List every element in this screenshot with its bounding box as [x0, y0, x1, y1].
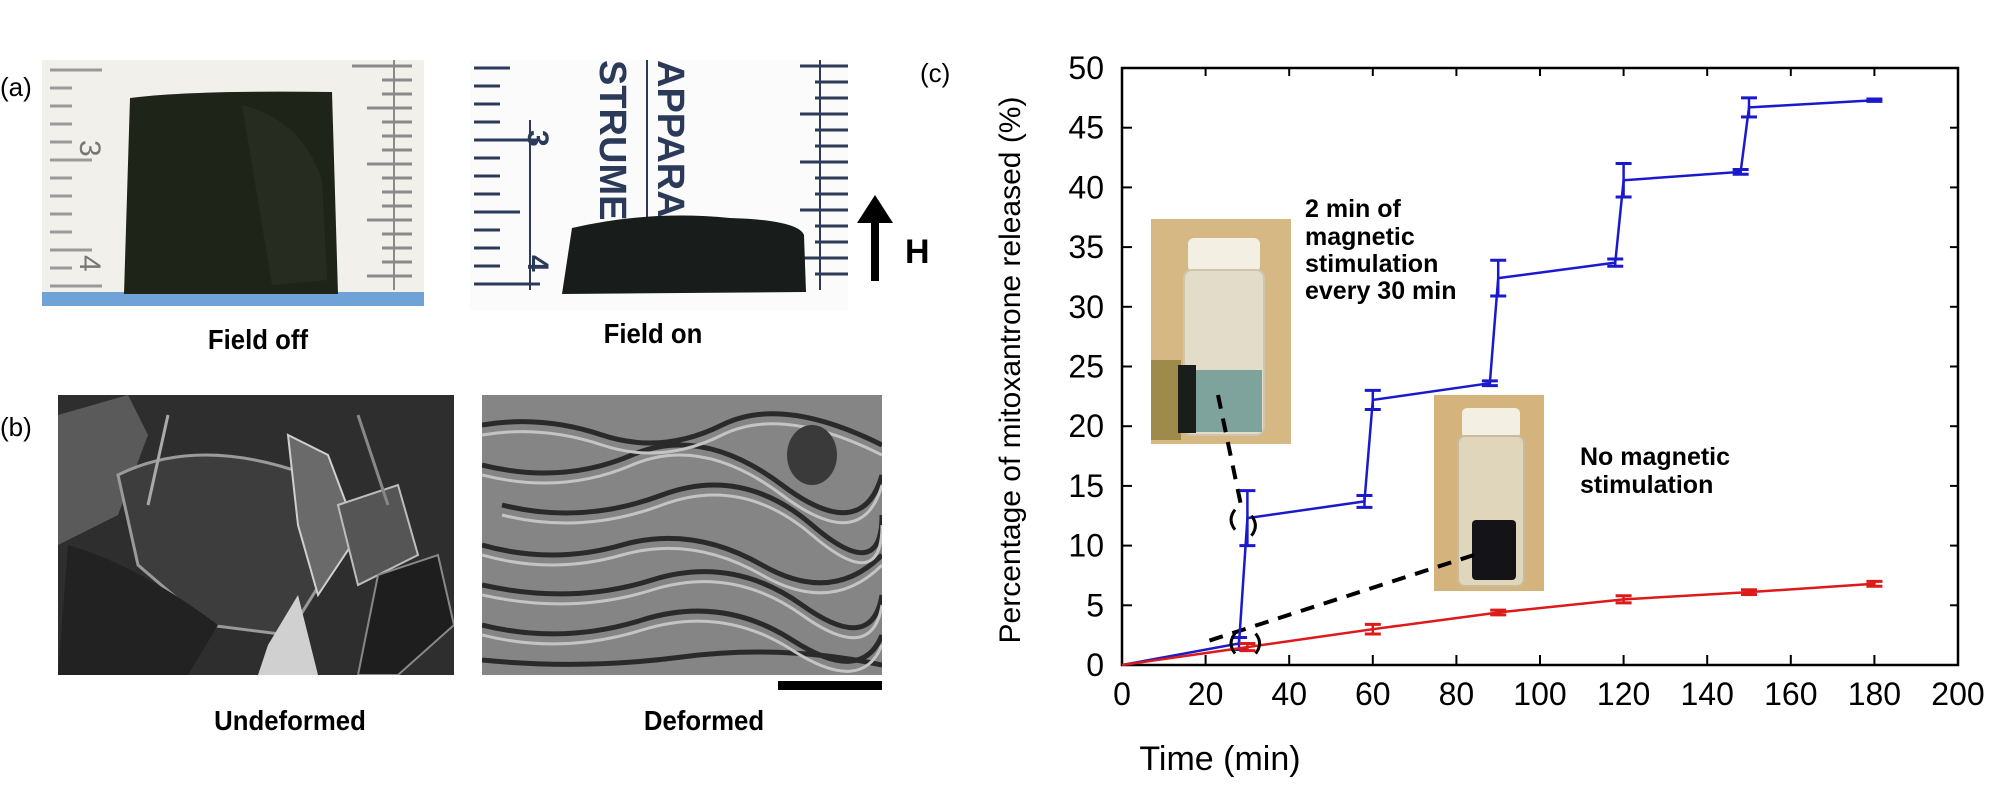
- annotation-stimulated: 2 min of magnetic stimulation every 30 m…: [1305, 195, 1457, 305]
- ruler-scaffold-field-off-graphic: 3 4: [42, 60, 424, 306]
- panel-label-a: (a): [0, 72, 32, 102]
- x-tick-label: 60: [1355, 676, 1391, 712]
- sem-deformed: [482, 395, 882, 675]
- annotation-leader-lines: [1204, 394, 1475, 644]
- sem-deformed-graphic: [482, 395, 882, 675]
- ruler-on-number-3: 3: [521, 130, 554, 147]
- x-tick-label: 0: [1113, 676, 1131, 712]
- caption-field-on: Field on: [603, 318, 703, 349]
- ruler-text-appara: APPARA: [649, 60, 691, 218]
- ruler-scaffold-field-on-graphic: 3 4 APPARA STRUME: [474, 60, 848, 294]
- x-tick-label: 140: [1681, 676, 1734, 712]
- chart-insets: [1151, 219, 1544, 591]
- y-tick-label: 35: [1068, 229, 1104, 265]
- photo-field-on: 3 4 APPARA STRUME: [470, 60, 848, 310]
- arrow-up-icon: [857, 195, 893, 223]
- svg-text:every 30 min: every 30 min: [1305, 277, 1457, 305]
- svg-text:2 min of: 2 min of: [1305, 195, 1402, 223]
- sem-undeformed: [58, 395, 454, 675]
- field-label-h: H: [905, 233, 930, 271]
- scale-bar: [778, 681, 882, 690]
- inset-photo-stimulated: [1151, 219, 1291, 444]
- y-tick-label: 50: [1068, 50, 1104, 86]
- scaffold-compressed: [562, 215, 806, 294]
- panel-label-b: (b): [0, 412, 32, 442]
- y-tick-label: 30: [1068, 289, 1104, 325]
- y-tick-label: 20: [1068, 408, 1104, 444]
- series-line-0: [1121, 98, 1875, 667]
- annotation-unstimulated: No magnetic stimulation: [1580, 443, 1730, 499]
- y-tick-label: 5: [1086, 587, 1104, 623]
- y-axis-title: Percentage of mitoxantrone released (%): [994, 97, 1027, 644]
- chart-series: [1121, 96, 1883, 667]
- y-tick-label: 45: [1068, 110, 1104, 146]
- x-axis-title: Time (min): [1139, 740, 1300, 778]
- x-tick-label: 160: [1764, 676, 1817, 712]
- caption-undeformed: Undeformed: [214, 705, 366, 736]
- svg-text:No magnetic: No magnetic: [1580, 443, 1730, 471]
- x-tick-label: 120: [1597, 676, 1650, 712]
- y-tick-label: 40: [1068, 169, 1104, 205]
- y-tick-label: 10: [1068, 528, 1104, 564]
- caption-field-off: Field off: [207, 324, 309, 355]
- x-tick-label: 20: [1188, 676, 1224, 712]
- chart-axes: 0 20 40 60 80 100 120 140 160 180 200 0 5 10 15 20 25 30 3…: [1068, 50, 1984, 712]
- x-tick-label: 100: [1513, 676, 1566, 712]
- sem-undeformed-graphic: [58, 395, 454, 675]
- ruler-number-3: 3: [73, 140, 106, 157]
- x-tick-label: 180: [1848, 676, 1901, 712]
- magnetic-field-arrow: H: [857, 195, 930, 281]
- caption-deformed: Deformed: [643, 705, 765, 736]
- x-tick-label: 80: [1439, 676, 1475, 712]
- ruler-text-strume: STRUME: [591, 60, 633, 220]
- photo-field-off: 3 4: [42, 60, 424, 306]
- ruler-on-number-4: 4: [521, 255, 554, 272]
- svg-text:stimulation: stimulation: [1305, 250, 1438, 278]
- x-tick-label: 40: [1271, 676, 1307, 712]
- y-tick-label: 0: [1086, 647, 1104, 683]
- y-tick-label: 15: [1068, 468, 1104, 504]
- ruler-number-4: 4: [73, 255, 106, 272]
- y-tick-label: 25: [1068, 349, 1104, 385]
- panel-label-c: (c): [920, 58, 951, 88]
- svg-text:magnetic: magnetic: [1305, 223, 1415, 251]
- inset-photo-unstimulated: [1434, 395, 1544, 591]
- svg-text:stimulation: stimulation: [1580, 471, 1713, 499]
- x-tick-label: 200: [1931, 676, 1984, 712]
